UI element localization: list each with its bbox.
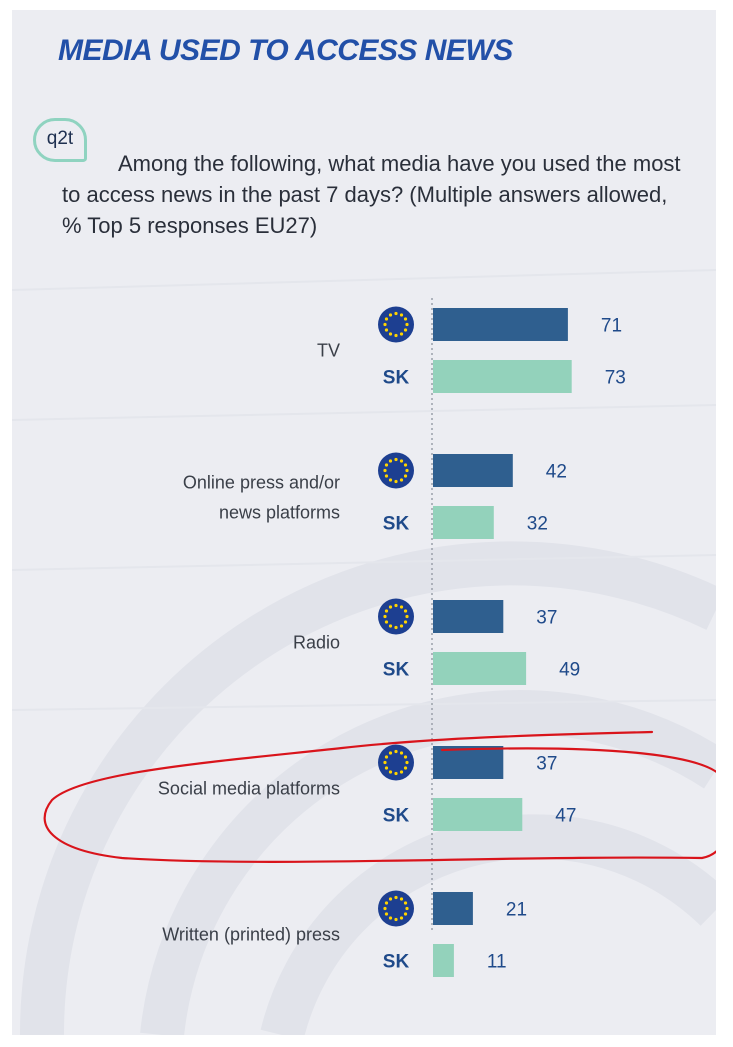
bar-eu [433,600,504,633]
bar-sk [433,798,523,831]
bar-sk [433,360,572,393]
bar-sk [433,652,527,685]
bar-eu [433,308,568,341]
category-label: TV [317,341,340,361]
bar-eu [433,454,513,487]
bar-eu [433,892,473,925]
eu-flag-icon [378,744,414,781]
question-code: q2t [46,128,74,149]
series-label-sk: SK [383,368,410,389]
data-label-eu: 71 [601,316,622,337]
category-label: Written (printed) press [162,925,340,945]
question-text: Among the following, what media have you… [62,151,681,238]
data-label-eu: 37 [536,754,557,775]
series-label-sk: SK [383,806,410,827]
data-label-eu: 21 [506,900,527,921]
category-label: Social media platforms [158,779,340,799]
annotation-ellipse [43,730,716,863]
background-arcs [12,269,716,1035]
bar-chart: TV SK 71 73 Online press and/or news platform… [43,298,716,977]
eu-flag-icon [378,598,414,635]
eu-flag-icon [378,306,414,343]
bar-eu [433,746,504,779]
bar-sk [433,944,454,977]
series-label-sk: SK [383,514,410,535]
category-label: Online press and/or news platforms [183,473,340,523]
data-label-sk: 32 [527,514,548,535]
eu-flag-icon [378,890,414,927]
eu-flag-icon [378,452,414,489]
data-label-eu: 37 [536,608,557,629]
page-title: MEDIA USED TO ACCESS NEWS [58,34,513,67]
series-label-sk: SK [383,660,410,681]
data-label-sk: 11 [487,952,507,973]
question-badge: q2t [33,118,87,162]
data-label-sk: 49 [559,660,580,681]
bar-sk [433,506,494,539]
data-label-sk: 73 [605,368,626,389]
series-label-sk: SK [383,952,410,973]
category-label: Radio [293,633,340,653]
data-label-eu: 42 [546,462,567,483]
chart-panel: MEDIA USED TO ACCESS NEWS q2t Among the … [12,10,716,1035]
data-label-sk: 47 [555,806,576,827]
